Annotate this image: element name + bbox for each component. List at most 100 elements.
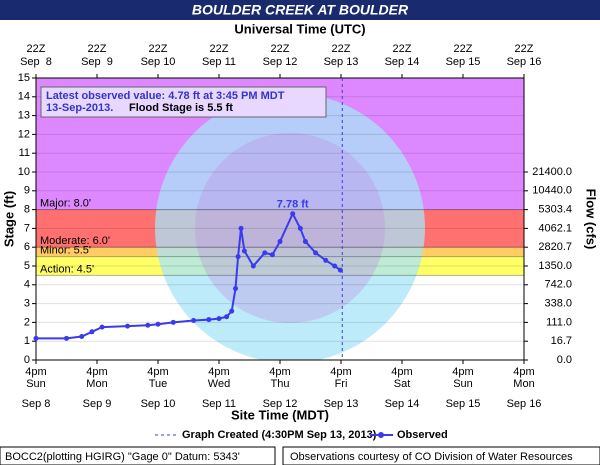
y-tick-label: 13	[18, 110, 30, 122]
footer-left: BOCC2(plotting HGIRG) "Gage 0" Datum: 53…	[5, 451, 240, 463]
top-tick-label: 22Z	[149, 43, 168, 55]
y2-tick-label: 16.7	[551, 335, 572, 347]
x-tick-date: Sep 8	[22, 398, 51, 410]
top-tick-date: Sep 14	[385, 56, 420, 68]
data-point	[241, 248, 247, 254]
data-point	[206, 317, 212, 323]
data-point	[64, 335, 69, 341]
data-point	[191, 318, 197, 324]
chart-title: BOULDER CREEK AT BOULDER	[192, 2, 409, 18]
x-tick-day: Mon	[513, 378, 534, 390]
data-point	[302, 239, 308, 245]
x-tick-label: 4pm	[452, 366, 473, 378]
data-point	[313, 250, 319, 256]
x-tick-date: Sep 13	[324, 398, 359, 410]
x-tick-label: 4pm	[86, 366, 107, 378]
y-tick-label: 7	[24, 222, 30, 234]
data-point	[337, 267, 343, 273]
x-tick-date: Sep 9	[83, 398, 112, 410]
y-tick-label: 5	[24, 260, 30, 272]
x-tick-label: 4pm	[330, 366, 351, 378]
plot-frame	[35, 77, 525, 361]
y-tick-label: 6	[24, 241, 30, 253]
y2-tick-label: 742.0	[544, 279, 572, 291]
y2-tick-label: 0.0	[557, 354, 572, 366]
data-point	[332, 263, 338, 269]
y2-tick-label: 10440.0	[532, 185, 572, 197]
info-line2: 13-Sep-2013.	[46, 102, 113, 114]
top-tick-date: Sep 10	[141, 56, 176, 68]
data-point	[33, 335, 39, 341]
x-tick-date: Sep 14	[385, 398, 420, 410]
top-tick-label: 22Z	[332, 43, 351, 55]
y2-tick-label: 4062.1	[538, 222, 572, 234]
y-axis-title: Stage (ft)	[1, 191, 16, 247]
x-tick-date: Sep 16	[507, 398, 542, 410]
data-point	[155, 321, 161, 327]
x-tick-label: 4pm	[208, 366, 229, 378]
x-tick-date: Sep 12	[263, 398, 298, 410]
top-tick-label: 22Z	[210, 43, 229, 55]
data-point	[224, 314, 230, 320]
x-tick-day: Fri	[335, 378, 348, 390]
y-tick-label: 15	[18, 72, 30, 84]
flood-stage-text: Flood Stage is 5.5 ft	[129, 102, 233, 114]
y2-axis-title: Flow (cfs)	[584, 189, 599, 250]
top-tick-label: 22Z	[515, 43, 534, 55]
peak-label: 7.78 ft	[277, 199, 309, 211]
data-point	[277, 239, 283, 245]
x-tick-date: Sep 11	[202, 398, 236, 410]
data-point	[125, 323, 130, 329]
data-point	[79, 334, 85, 339]
top-tick-date: Sep 15	[446, 56, 481, 68]
y-tick-label: 10	[18, 166, 30, 178]
flood-label: Minor: 5.5'	[40, 245, 91, 257]
legend-label: Observed	[397, 429, 448, 441]
title-bar	[0, 0, 600, 20]
x-tick-label: 4pm	[147, 366, 168, 378]
x-tick-label: 4pm	[513, 366, 534, 378]
x-axis-title: Site Time (MDT)	[231, 407, 329, 422]
data-point	[235, 254, 241, 260]
y2-tick-label: 338.0	[544, 298, 572, 310]
x-tick-label: 4pm	[25, 366, 46, 378]
data-point	[290, 211, 296, 217]
data-point	[250, 263, 256, 269]
x-tick-day: Mon	[86, 378, 107, 390]
top-tick-label: 22Z	[454, 43, 473, 55]
top-tick-label: 22Z	[27, 43, 46, 55]
y-tick-label: 1	[24, 335, 30, 347]
top-tick-date: Sep 11	[202, 56, 236, 68]
top-tick-label: 22Z	[271, 43, 290, 55]
info-line1: Latest observed value: 4.78 ft at 3:45 P…	[46, 90, 285, 102]
top-tick-date: Sep 12	[263, 56, 298, 68]
y2-tick-label: 5303.4	[538, 204, 572, 216]
x-tick-day: Thu	[271, 378, 290, 390]
y2-tick-label: 1350.0	[538, 260, 572, 272]
data-point	[170, 319, 176, 325]
y2-tick-label: 21400.0	[532, 166, 572, 178]
data-point	[216, 316, 222, 322]
footer-right: Observations courtesy of CO Division of …	[290, 451, 573, 463]
data-point	[99, 324, 105, 330]
y-tick-label: 12	[18, 128, 30, 140]
data-point	[269, 252, 275, 258]
top-tick-date: Sep 13	[324, 56, 359, 68]
x-tick-label: 4pm	[391, 366, 412, 378]
footer-box	[0, 446, 276, 465]
y-tick-label: 8	[24, 204, 30, 216]
y-tick-label: 0	[24, 354, 30, 366]
legend-created: Graph Created (4:30PM Sep 13, 2013)	[182, 429, 377, 441]
y-tick-label: 14	[18, 91, 30, 103]
y-tick-label: 2	[24, 316, 30, 328]
y2-tick-label: 2820.7	[538, 241, 572, 253]
watermark	[155, 93, 425, 360]
y-tick-label: 3	[24, 298, 30, 310]
data-point	[145, 322, 151, 328]
y2-tick-label: 111.0	[546, 316, 572, 328]
info-box	[40, 86, 327, 118]
y-tick-label: 11	[19, 147, 30, 159]
x-tick-date: Sep 15	[446, 398, 481, 410]
data-point	[89, 329, 95, 335]
x-tick-day: Sat	[394, 378, 411, 390]
